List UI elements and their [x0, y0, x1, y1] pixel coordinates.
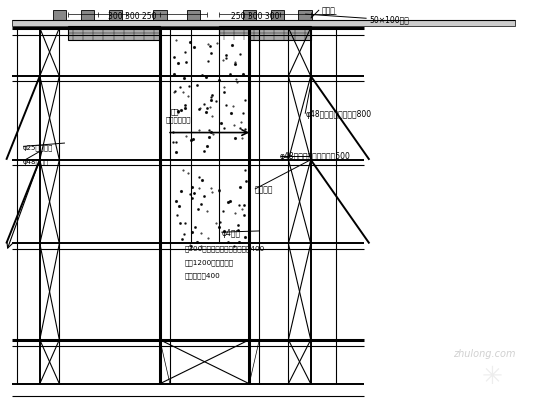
Text: 大混: 大混	[171, 108, 180, 115]
Text: 水平钢管: 水平钢管	[255, 185, 273, 194]
Text: 双侧对拉螺栓: 双侧对拉螺栓	[166, 117, 191, 123]
Text: zhulong.com: zhulong.com	[452, 349, 515, 360]
Text: 50×100木枋: 50×100木枋	[370, 15, 409, 24]
Text: 250 300 300: 250 300 300	[231, 12, 279, 21]
Text: 七夹板: 七夹板	[322, 7, 336, 16]
Text: 300 300 250: 300 300 250	[108, 12, 156, 21]
Text: φ48钢管架: φ48钢管架	[23, 159, 49, 165]
Bar	[68, 26, 160, 40]
Bar	[109, 10, 122, 20]
Text: 间距不大于400: 间距不大于400	[185, 273, 221, 279]
Bar	[186, 10, 200, 20]
Text: φ4钢管: φ4钢管	[221, 228, 240, 238]
Bar	[153, 10, 167, 20]
Bar	[298, 10, 312, 20]
Bar	[81, 10, 94, 20]
Text: φ48管卡头，间距不大于500: φ48管卡头，间距不大于500	[280, 152, 351, 161]
Text: φ48钢管，间距不大于800: φ48钢管，间距不大于800	[305, 110, 371, 119]
Bar	[270, 10, 284, 20]
Text: ✳: ✳	[482, 365, 503, 389]
Text: 宽300以上高度管距距离不大于400: 宽300以上高度管距距离不大于400	[185, 245, 265, 252]
Bar	[53, 10, 66, 20]
Bar	[170, 160, 249, 249]
Bar	[218, 26, 311, 40]
Bar	[170, 35, 249, 155]
Bar	[242, 10, 256, 20]
Text: 高度1200以上者加图: 高度1200以上者加图	[185, 259, 234, 265]
Bar	[12, 20, 515, 26]
Text: φ25螺栓套管: φ25螺栓套管	[23, 144, 53, 150]
